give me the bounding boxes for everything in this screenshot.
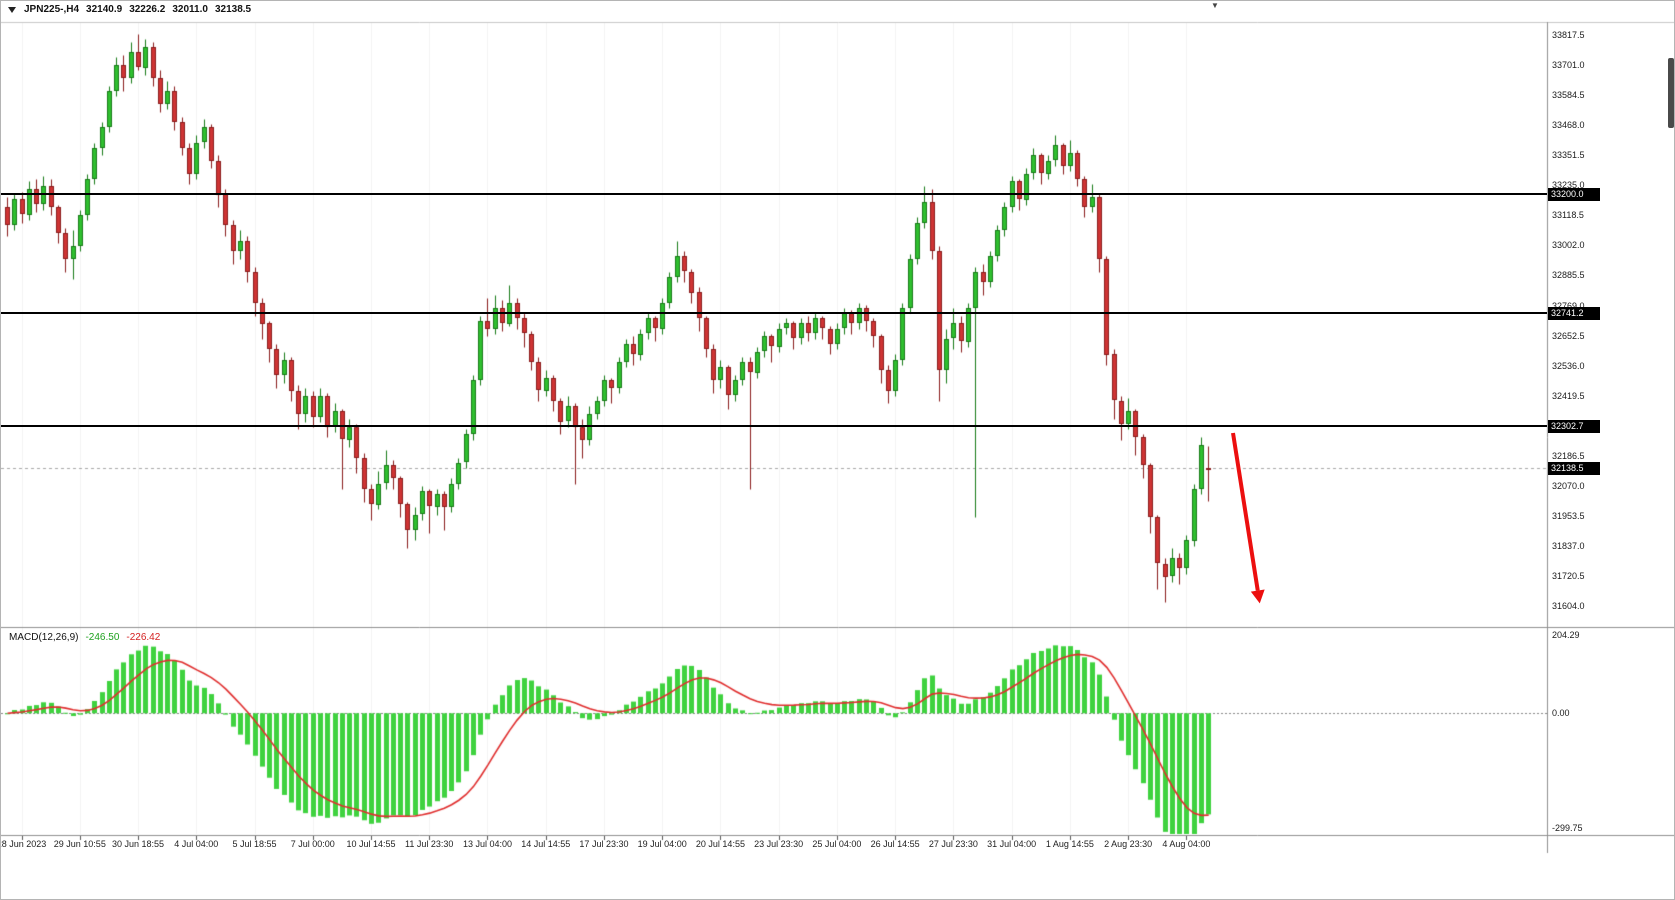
time-tick: 17 Jul 23:30 [579,839,629,849]
time-tick: 4 Aug 04:00 [1162,839,1211,849]
hline-price-tag: 32302.7 [1548,419,1600,433]
time-tick: 13 Jul 04:00 [462,839,512,849]
macd-signal-value: -226.42 [126,632,161,643]
price-tick: 32652.5 [1552,330,1585,341]
symbol-period-label: JPN225-,H4 [24,4,80,15]
ohlc-low: 32011.0 [172,4,208,15]
price-tick: 33817.5 [1552,29,1585,40]
bid-price-tag: 32138.5 [1548,462,1600,476]
time-tick: 29 Jun 10:55 [53,839,106,849]
chart-shift-marker-icon[interactable]: ▼ [1211,1,1219,10]
time-tick: 28 Jun 2023 [0,839,47,849]
time-tick: 30 Jun 18:55 [112,839,165,849]
down-trend-arrow[interactable] [1219,419,1286,619]
price-tick: 32070.0 [1552,481,1585,492]
time-tick: 19 Jul 04:00 [637,839,687,849]
macd-scale-min: -299.75 [1552,823,1583,833]
time-tick: 1 Aug 14:55 [1045,839,1094,849]
price-tick: 33701.0 [1552,59,1585,70]
arrow-head [1250,589,1265,604]
time-tick: 5 Jul 18:55 [232,839,277,849]
time-tick: 20 Jul 14:55 [695,839,745,849]
hline-price-tag: 32741.2 [1548,306,1600,320]
price-tick: 31720.5 [1552,571,1585,582]
price-tick: 33118.5 [1552,210,1584,221]
time-tick: 25 Jul 04:00 [812,839,862,849]
time-tick: 14 Jul 14:55 [521,839,571,849]
chart-info-bar: JPN225-,H4 32140.9 32226.2 32011.0 32138… [8,4,251,15]
ohlc-close: 32138.5 [214,4,252,15]
price-tick: 32536.0 [1552,360,1585,371]
time-tick: 11 Jul 23:30 [405,839,454,849]
price-tick: 33468.0 [1552,119,1585,130]
arrow-shaft [1230,432,1260,592]
price-tick: 32186.5 [1552,450,1585,461]
ohlc-open: 32140.9 [86,4,123,15]
support-resistance-line-3[interactable] [1,425,1547,427]
macd-main-value: -246.50 [85,632,120,643]
price-tick: 31604.0 [1552,601,1585,612]
macd-scale-max: 204.29 [1552,630,1580,640]
time-tick: 2 Aug 23:30 [1104,839,1153,849]
time-tick: 4 Jul 04:00 [174,839,219,849]
price-tick: 32885.5 [1552,270,1585,281]
time-tick: 26 Jul 14:55 [870,839,920,849]
price-tick: 33351.5 [1552,150,1585,161]
price-tick: 33002.0 [1552,240,1585,251]
symbol-marker-icon [8,6,16,13]
time-tick: 10 Jul 14:55 [346,839,396,849]
hline-price-tag: 33200.0 [1548,188,1600,202]
price-tick: 33235.0 [1552,180,1585,191]
support-resistance-line-1[interactable] [1,193,1547,195]
price-tick: 32419.5 [1552,390,1585,401]
macd-scale-zero: 0.00 [1552,708,1570,719]
price-tick: 32769.0 [1552,300,1585,311]
vertical-scrollbar-thumb[interactable] [1668,58,1674,128]
price-tick: 31953.5 [1552,511,1585,522]
support-resistance-line-2[interactable] [1,312,1547,314]
time-tick: 7 Jul 00:00 [290,839,335,849]
price-tick: 33584.5 [1552,89,1585,100]
price-tick: 31837.0 [1552,541,1585,552]
time-tick: 23 Jul 23:30 [754,839,804,849]
time-tick: 31 Jul 04:00 [987,839,1037,849]
macd-indicator-label: MACD(12,26,9) -246.50 -226.42 [9,632,160,643]
macd-name: MACD(12,26,9) [9,632,79,643]
time-tick: 27 Jul 23:30 [928,839,978,849]
ohlc-high: 32226.2 [129,4,166,15]
